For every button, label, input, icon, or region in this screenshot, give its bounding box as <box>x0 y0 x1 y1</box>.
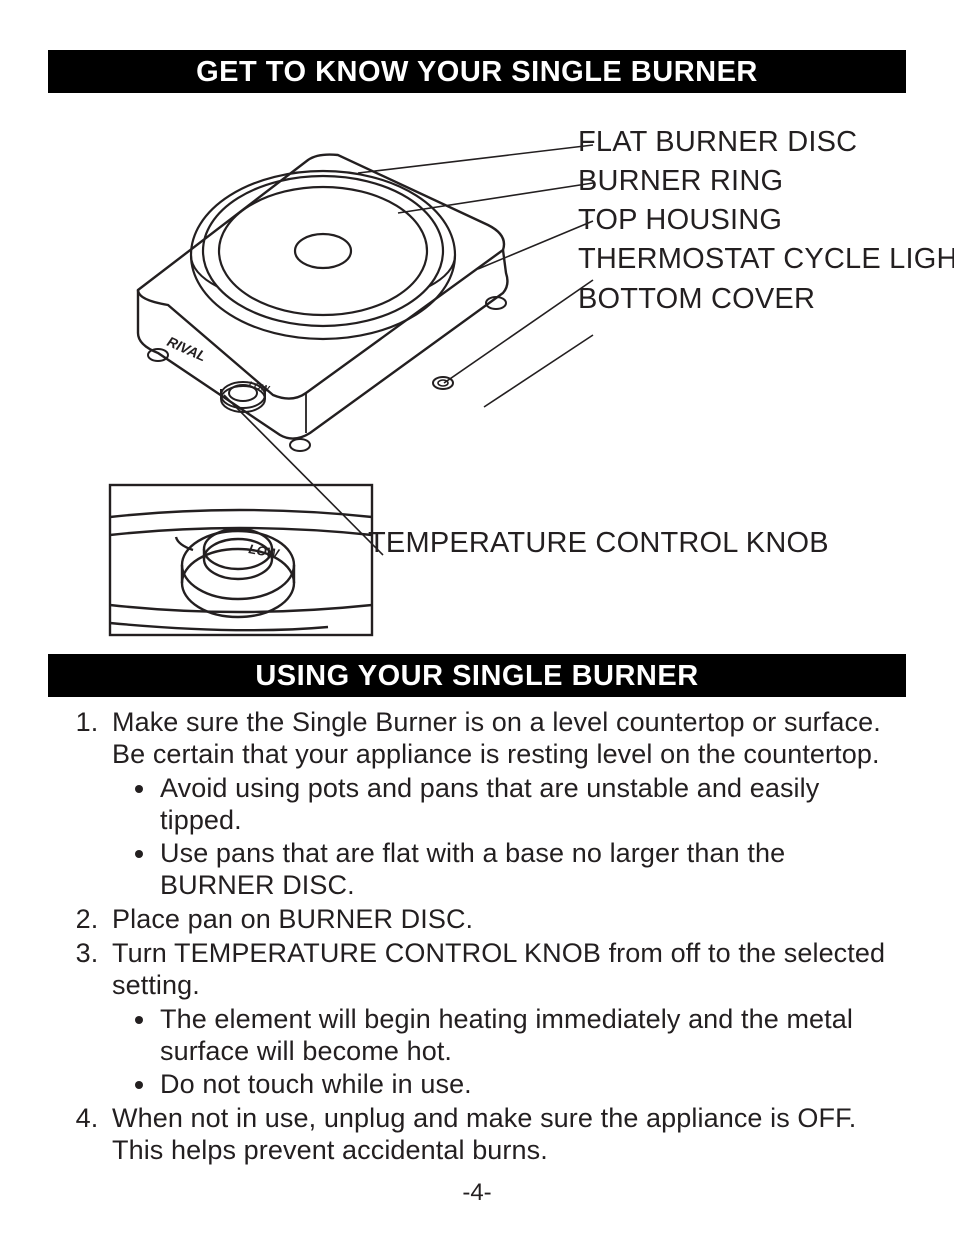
svg-text:RIVAL: RIVAL <box>165 333 209 364</box>
instruction-item: When not in use, unplug and make sure th… <box>106 1103 904 1167</box>
manual-page: GET TO KNOW YOUR SINGLE BURNER <box>0 0 954 1235</box>
instruction-text: Place pan on BURNER DISC. <box>112 904 473 934</box>
label-burner-ring: BURNER RING <box>578 162 954 201</box>
page-number: -4- <box>0 1179 954 1207</box>
instruction-subitem: Avoid using pots and pans that are unsta… <box>158 773 904 837</box>
instructions-list: Make sure the Single Burner is on a leve… <box>50 707 904 1167</box>
diagram-area: RIVAL LOW <box>48 105 906 650</box>
instruction-text: Turn TEMPERATURE CONTROL KNOB from off t… <box>112 938 885 1000</box>
instruction-subitem: Use pans that are flat with a base no la… <box>158 838 904 902</box>
section-header-know: GET TO KNOW YOUR SINGLE BURNER <box>48 50 906 93</box>
instruction-item: Place pan on BURNER DISC. <box>106 904 904 936</box>
label-top-housing: TOP HOUSING <box>578 201 954 240</box>
instruction-item: Make sure the Single Burner is on a leve… <box>106 707 904 902</box>
label-bottom-cover: BOTTOM COVER <box>578 280 954 319</box>
instruction-text: Make sure the Single Burner is on a leve… <box>112 707 881 769</box>
section-header-using: USING YOUR SINGLE BURNER <box>48 654 906 697</box>
instruction-sublist: The element will begin heating immediate… <box>112 1004 904 1102</box>
label-flat-burner-disc: FLAT BURNER DISC <box>578 123 954 162</box>
instruction-item: Turn TEMPERATURE CONTROL KNOB from off t… <box>106 938 904 1101</box>
label-temperature-control-knob: TEMPERATURE CONTROL KNOB <box>368 527 829 560</box>
instruction-text: When not in use, unplug and make sure th… <box>112 1103 856 1165</box>
svg-text:LOW: LOW <box>248 379 272 394</box>
svg-text:LOW: LOW <box>247 541 281 561</box>
instruction-sublist: Avoid using pots and pans that are unsta… <box>112 773 904 902</box>
instruction-subitem: The element will begin heating immediate… <box>158 1004 904 1068</box>
diagram-callout-list: FLAT BURNER DISC BURNER RING TOP HOUSING… <box>578 123 954 319</box>
label-thermostat-cycle-lights: THERMOSTAT CYCLE LIGHTS <box>578 240 954 279</box>
instruction-subitem: Do not touch while in use. <box>158 1069 904 1101</box>
instructions-block: Make sure the Single Burner is on a leve… <box>48 697 906 1167</box>
